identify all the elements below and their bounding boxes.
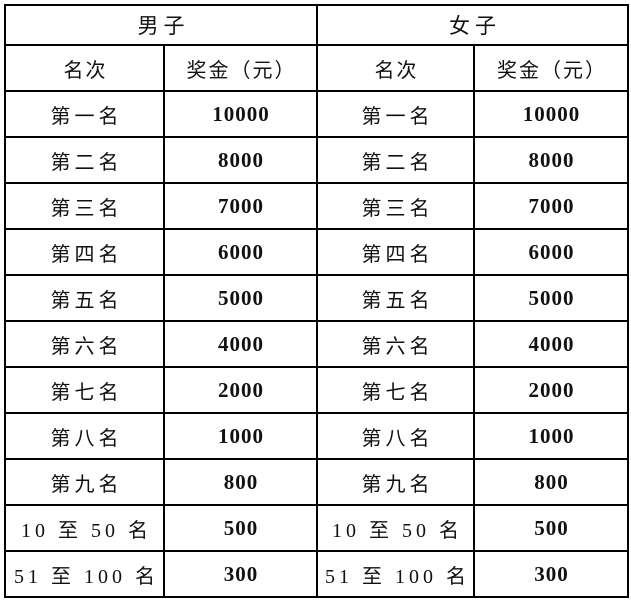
prize-cell: 7000 [473,182,629,230]
rank-cell: 10 至 50 名 [4,504,165,552]
table-row: 第七名 2000 第七名 2000 [4,366,629,414]
rank-cell: 第五名 [4,274,165,322]
table-header: 男子 女子 名次 奖金（元） 名次 奖金（元） [4,4,629,92]
table-row: 第九名 800 第九名 800 [4,458,629,506]
rank-cell: 第八名 [316,412,475,460]
table-body: 第一名 10000 第一名 10000 第二名 8000 第二名 8000 第三名 7000 第三名… [4,90,629,598]
prize-cell: 1000 [473,412,629,460]
table-row: 第四名 6000 第四名 6000 [4,228,629,276]
prize-cell: 4000 [163,320,318,368]
prize-cell: 8000 [473,136,629,184]
rank-cell: 第三名 [316,182,475,230]
rank-cell: 第一名 [4,90,165,138]
prize-cell: 300 [473,550,629,598]
rank-cell: 51 至 100 名 [316,550,475,598]
prize-cell: 500 [163,504,318,552]
table-row: 第六名 4000 第六名 4000 [4,320,629,368]
prize-cell: 7000 [163,182,318,230]
prize-cell: 300 [163,550,318,598]
group-header-women: 女子 [316,4,629,46]
column-header-prize-men: 奖金（元） [163,44,318,92]
column-header-rank-men: 名次 [4,44,165,92]
group-header-row: 男子 女子 [4,4,629,46]
rank-cell: 第九名 [316,458,475,506]
rank-cell: 第七名 [4,366,165,414]
prize-cell: 500 [473,504,629,552]
column-header-rank-women: 名次 [316,44,475,92]
rank-cell: 第四名 [316,228,475,276]
rank-cell: 第七名 [316,366,475,414]
table-row: 第一名 10000 第一名 10000 [4,90,629,138]
rank-cell: 第三名 [4,182,165,230]
prize-cell: 10000 [473,90,629,138]
prize-cell: 5000 [473,274,629,322]
rank-cell: 第二名 [4,136,165,184]
rank-cell: 第六名 [4,320,165,368]
rank-cell: 第二名 [316,136,475,184]
prize-cell: 2000 [473,366,629,414]
prize-cell: 800 [473,458,629,506]
rank-cell: 第五名 [316,274,475,322]
table-row: 第三名 7000 第三名 7000 [4,182,629,230]
prize-cell: 10000 [163,90,318,138]
table-row: 51 至 100 名 300 51 至 100 名 300 [4,550,629,598]
rank-cell: 第四名 [4,228,165,276]
rank-cell: 第九名 [4,458,165,506]
table-row: 第二名 8000 第二名 8000 [4,136,629,184]
rank-cell: 51 至 100 名 [4,550,165,598]
rank-cell: 10 至 50 名 [316,504,475,552]
prize-cell: 2000 [163,366,318,414]
prize-cell: 6000 [473,228,629,276]
group-header-men: 男子 [4,4,318,46]
table-row: 第八名 1000 第八名 1000 [4,412,629,460]
prize-cell: 6000 [163,228,318,276]
rank-cell: 第一名 [316,90,475,138]
prize-cell: 4000 [473,320,629,368]
column-header-prize-women: 奖金（元） [473,44,629,92]
prize-cell: 800 [163,458,318,506]
table-row: 10 至 50 名 500 10 至 50 名 500 [4,504,629,552]
prize-cell: 8000 [163,136,318,184]
rank-cell: 第八名 [4,412,165,460]
rank-cell: 第六名 [316,320,475,368]
prize-cell: 1000 [163,412,318,460]
prize-table: 男子 女子 名次 奖金（元） 名次 奖金（元） 第一名 10000 第一名 10000… [4,4,629,598]
column-header-row: 名次 奖金（元） 名次 奖金（元） [4,44,629,92]
table-row: 第五名 5000 第五名 5000 [4,274,629,322]
prize-cell: 5000 [163,274,318,322]
